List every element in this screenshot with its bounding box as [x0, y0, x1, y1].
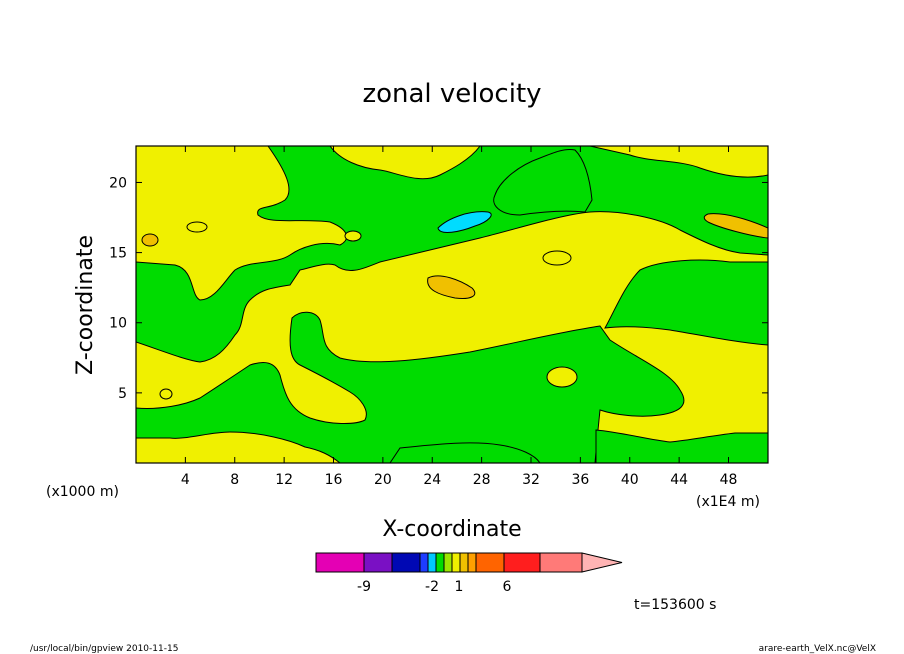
contour-region-green-right-top [493, 149, 593, 216]
y-tick-label: 15 [109, 246, 127, 262]
colorbar-segment [443, 552, 453, 573]
colorbar-segment [435, 552, 445, 573]
chart-title: zonal velocity [362, 79, 541, 109]
colorbar-segment [459, 552, 469, 573]
x-unit-left: (x1000 m) [46, 484, 119, 500]
contour-field [136, 146, 768, 463]
footer-right: arare-earth_VelX.nc@VelX [759, 644, 876, 654]
colorbar-segment [427, 552, 437, 573]
contour-region-yellow-island-4 [344, 230, 362, 242]
colorbar-segment [475, 552, 505, 573]
colorbar [315, 552, 623, 573]
x-tick-label: 20 [374, 472, 392, 488]
timestamp: t=153600 s [634, 597, 716, 613]
contour-region-yellow-island-3 [186, 221, 208, 233]
colorbar-label: 6 [503, 579, 512, 595]
y-axis-ticks: 5 10 15 20 [109, 175, 768, 402]
y-tick-label: 20 [109, 175, 127, 191]
colorbar-label: -2 [425, 579, 439, 595]
footer-left: /usr/local/bin/gpview 2010-11-15 [30, 644, 178, 654]
x-tick-label: 28 [473, 472, 491, 488]
y-axis-title: Z-coordinate [73, 235, 98, 375]
x-unit-right: (x1E4 m) [696, 494, 760, 510]
contour-region-orange-3 [141, 233, 159, 247]
x-axis-ticks: 4 8 12 16 20 24 28 32 36 40 44 48 [181, 146, 738, 488]
colorbar-segment [363, 552, 393, 573]
contour-region-orange-2 [703, 213, 768, 239]
colorbar-label: 1 [455, 579, 464, 595]
x-axis-title: X-coordinate [382, 517, 521, 542]
colorbar-segment [503, 552, 541, 573]
contour-region-green-bottom-right [595, 429, 768, 463]
colorbar-arrow [581, 552, 623, 573]
colorbar-segment [539, 552, 583, 573]
plot-frame [135, 145, 769, 464]
x-tick-label: 12 [275, 472, 293, 488]
colorbar-segment [419, 552, 429, 573]
x-tick-label: 8 [230, 472, 239, 488]
y-tick-label: 5 [118, 386, 127, 402]
contour-region-cyan [437, 211, 492, 233]
contour-region-orange-1 [427, 275, 476, 299]
x-tick-label: 4 [181, 472, 190, 488]
contour-region-yellow-island-2 [546, 366, 578, 388]
x-tick-label: 16 [325, 472, 343, 488]
contour-region-green-top [136, 146, 768, 363]
x-tick-label: 44 [670, 472, 688, 488]
x-tick-label: 40 [621, 472, 639, 488]
colorbar-segment [467, 552, 477, 573]
contour-region-green-bottom-left [389, 442, 541, 463]
x-tick-label: 48 [720, 472, 738, 488]
contour-region-yellow-island-1 [542, 250, 572, 266]
contour-region-green-mid [136, 311, 685, 463]
colorbar-segment [315, 552, 365, 573]
x-tick-label: 32 [522, 472, 540, 488]
y-tick-label: 10 [109, 316, 127, 332]
colorbar-labels: -9 -2 1 6 [357, 579, 512, 595]
x-tick-label: 36 [571, 472, 589, 488]
x-tick-label: 24 [423, 472, 441, 488]
colorbar-label: -9 [357, 579, 371, 595]
colorbar-segment [391, 552, 421, 573]
contour-region-yellow-island-5 [159, 388, 173, 400]
colorbar-segment [451, 552, 461, 573]
contour-region-green-right [604, 259, 768, 346]
